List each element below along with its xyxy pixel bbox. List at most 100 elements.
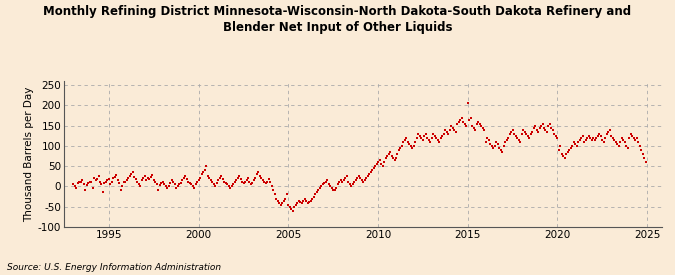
Point [98, 190, 109, 195]
Point [562, 150, 573, 154]
Point [217, 177, 228, 181]
Point [340, 176, 350, 180]
Point [371, 162, 382, 166]
Point [514, 140, 525, 144]
Point [365, 170, 376, 174]
Point [454, 119, 464, 124]
Point [570, 142, 580, 146]
Point [168, 180, 179, 185]
Point [641, 160, 651, 164]
Point [497, 150, 508, 154]
Point [300, 196, 310, 201]
Point [281, 192, 292, 197]
Point [333, 180, 344, 185]
Point [247, 181, 258, 185]
Point [591, 136, 601, 140]
Point [115, 188, 126, 192]
Point [308, 194, 319, 199]
Point [298, 198, 308, 203]
Point [568, 140, 579, 144]
Point [208, 182, 219, 186]
Point [444, 128, 455, 132]
Point [186, 182, 196, 186]
Point [599, 140, 610, 144]
Point [273, 198, 284, 203]
Point [296, 201, 307, 206]
Point [240, 179, 250, 184]
Point [386, 154, 397, 158]
Point [524, 136, 535, 140]
Point [136, 178, 147, 183]
Point [429, 134, 440, 138]
Point [311, 190, 322, 195]
Point [88, 176, 99, 180]
Point [176, 181, 186, 185]
Point [265, 180, 276, 185]
Point [614, 144, 624, 148]
Point [277, 200, 288, 205]
Point [134, 182, 144, 186]
Point [397, 144, 408, 148]
Point [431, 136, 441, 140]
Point [250, 176, 261, 180]
Point [443, 131, 454, 136]
Point [325, 184, 335, 189]
Point [410, 140, 421, 144]
Point [283, 202, 294, 207]
Point [199, 168, 210, 172]
Point [594, 131, 605, 136]
Point [493, 146, 504, 150]
Point [528, 125, 539, 130]
Point [220, 181, 231, 185]
Point [166, 178, 177, 183]
Point [401, 136, 412, 140]
Point [353, 174, 364, 178]
Point [555, 144, 566, 148]
Point [483, 138, 494, 142]
Point [107, 180, 117, 185]
Point [367, 168, 377, 172]
Point [216, 174, 227, 178]
Point [103, 177, 114, 181]
Point [400, 138, 410, 142]
Point [615, 140, 626, 144]
Point [87, 186, 98, 191]
Point [301, 198, 312, 203]
Point [437, 134, 448, 138]
Point [252, 172, 263, 177]
Point [552, 136, 563, 140]
Point [196, 172, 207, 177]
Point [204, 176, 215, 180]
Point [238, 181, 249, 185]
Point [465, 115, 476, 120]
Point [479, 128, 489, 132]
Point [385, 150, 396, 154]
Point [141, 178, 152, 183]
Point [130, 177, 141, 181]
Point [69, 183, 80, 188]
Point [620, 140, 630, 144]
Point [425, 140, 436, 144]
Point [406, 144, 416, 148]
Point [128, 170, 138, 174]
Point [558, 154, 569, 158]
Point [78, 182, 89, 186]
Point [80, 188, 90, 192]
Point [156, 181, 167, 185]
Point [294, 198, 304, 203]
Point [506, 130, 516, 134]
Point [560, 156, 570, 160]
Point [332, 182, 343, 186]
Point [305, 198, 316, 203]
Point [142, 176, 153, 180]
Point [120, 179, 131, 184]
Point [111, 173, 122, 177]
Point [102, 178, 113, 183]
Point [632, 140, 643, 144]
Point [368, 166, 379, 170]
Point [241, 178, 252, 183]
Point [389, 158, 400, 162]
Point [435, 136, 446, 140]
Point [335, 178, 346, 183]
Point [180, 174, 190, 178]
